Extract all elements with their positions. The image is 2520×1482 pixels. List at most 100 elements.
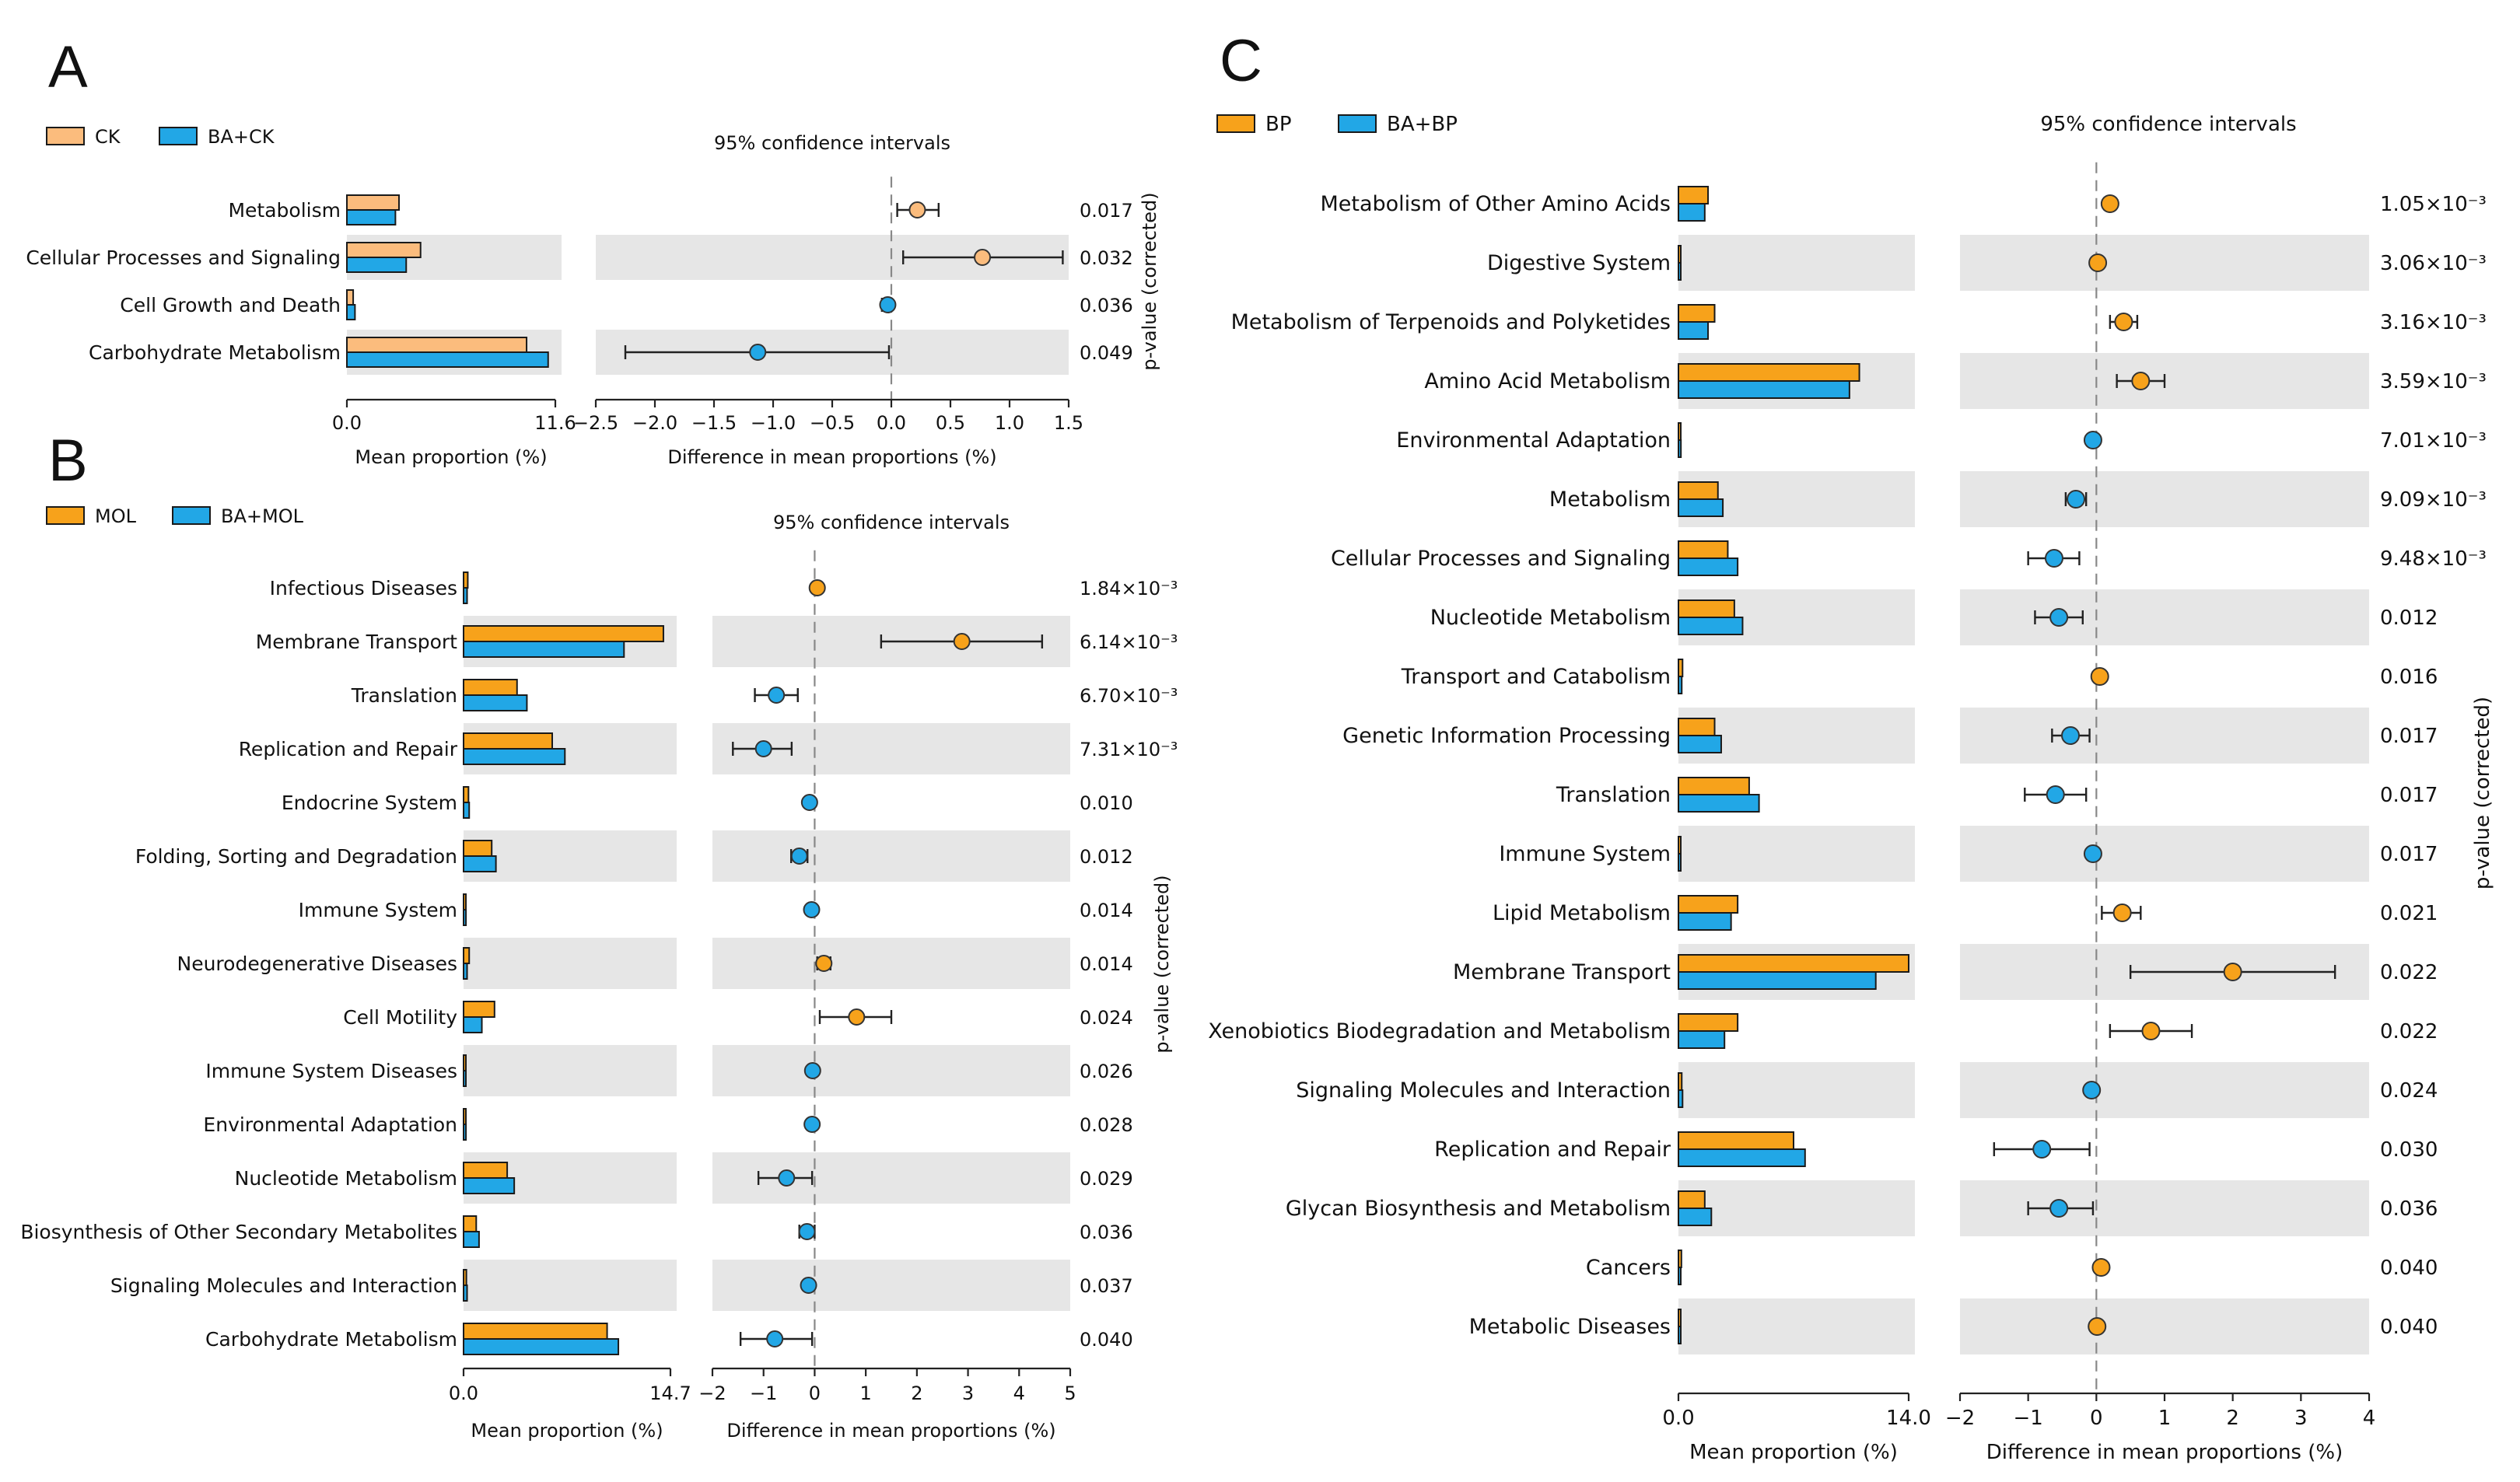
p-value: 0.017 (2380, 843, 2438, 866)
panel-letter: A (48, 34, 88, 100)
bar-mol (463, 1162, 509, 1179)
p-value: 0.032 (1080, 247, 1133, 269)
p-value: 0.040 (2380, 1316, 2438, 1339)
diff-point (2088, 1317, 2107, 1336)
diff-tick-label: −2 (698, 1382, 726, 1404)
diff-point (2114, 313, 2133, 331)
bar-bp (1678, 1250, 1682, 1268)
diff-tick-label: 1.5 (1054, 412, 1083, 434)
bar-ba-ck (346, 209, 397, 225)
category-label: Signaling Molecules and Interaction (1296, 1078, 1671, 1103)
p-value: 0.029 (1080, 1168, 1133, 1190)
category-label: Cell Motility (343, 1006, 457, 1029)
bar-ba-bp (1678, 262, 1682, 281)
ci-title: 95% confidence intervals (714, 132, 950, 154)
bar-mol (463, 732, 553, 750)
legend-label: BP (1265, 113, 1292, 136)
bar-ba-bp (1678, 1148, 1806, 1167)
diff-tick-label: 3 (962, 1382, 974, 1404)
ci-title: 95% confidence intervals (2040, 113, 2296, 136)
diff-point (974, 249, 992, 266)
row-band (1960, 589, 2369, 645)
diff-axis-label: Difference in mean proportions (%) (667, 446, 996, 468)
row-band (1960, 471, 2369, 527)
row-band (712, 1045, 1070, 1096)
legend-swatch (159, 127, 198, 145)
diff-tick-label: 1 (2158, 1407, 2172, 1430)
diff-point (2044, 549, 2063, 568)
bar-ba-bp (1678, 380, 1850, 399)
bar-bp (1678, 245, 1682, 264)
row-band (1678, 826, 1915, 882)
diff-point (768, 687, 786, 704)
bar-ba-mol (463, 1338, 620, 1355)
category-label: Carbohydrate Metabolism (205, 1328, 457, 1351)
bar-mol (463, 786, 470, 803)
bar-bp (1678, 1013, 1739, 1032)
bar-bp (1678, 1072, 1683, 1091)
category-label: Biosynthesis of Other Secondary Metaboli… (20, 1221, 457, 1243)
bar-mol (463, 625, 664, 642)
row-band (1960, 1298, 2369, 1354)
bar-ba-bp (1678, 912, 1732, 931)
bar-mol (463, 1323, 608, 1340)
bar-bp (1678, 481, 1719, 500)
bar-bp (1678, 363, 1860, 382)
diff-point (2082, 1081, 2102, 1099)
p-value: 0.014 (1080, 900, 1133, 921)
bar-bp (1678, 659, 1684, 677)
diff-tick-label: 2 (911, 1382, 922, 1404)
bar-ba-bp (1678, 321, 1710, 340)
row-band (464, 938, 677, 989)
legend-label: BA+CK (208, 126, 275, 148)
diff-tick-label: −2.0 (632, 412, 677, 434)
diff-point (2049, 1199, 2069, 1218)
category-label: Digestive System (1487, 251, 1671, 275)
row-band (464, 830, 677, 882)
diff-point (803, 901, 821, 918)
legend-swatch (172, 506, 211, 525)
bar-ba-mol (463, 694, 528, 711)
p-value: 0.016 (2380, 666, 2438, 689)
p-value: 0.040 (1080, 1329, 1133, 1351)
category-label: Metabolism (228, 199, 341, 222)
row-band (464, 1045, 677, 1096)
diff-point (2049, 608, 2069, 627)
diff-tick-label: −1 (750, 1382, 777, 1404)
legend-label: BA+BP (1387, 113, 1458, 136)
category-label: Genetic Information Processing (1342, 724, 1671, 748)
row-band (712, 1260, 1070, 1311)
category-label: Nucleotide Metabolism (235, 1167, 457, 1190)
category-label: Membrane Transport (1453, 960, 1671, 984)
bar-ck (346, 337, 528, 353)
p-value: 0.017 (2380, 784, 2438, 807)
row-band (1960, 708, 2369, 764)
bar-ba-bp (1678, 794, 1760, 813)
ci-title: 95% confidence intervals (773, 512, 1010, 533)
bar-bp (1678, 1190, 1706, 1209)
diff-tick-label: −1.5 (691, 412, 737, 434)
p-value: 0.026 (1080, 1061, 1133, 1082)
category-label: Immune System (1499, 842, 1671, 866)
p-value: 0.021 (2380, 902, 2438, 925)
row-band (1960, 235, 2369, 291)
category-label: Neurodegenerative Diseases (177, 952, 458, 975)
p-value: 0.017 (2380, 725, 2438, 748)
bar-ck (346, 194, 400, 211)
category-label: Carbohydrate Metabolism (89, 341, 341, 364)
panel-a: A CK BA+CK 95% confidence intervals Metaboli… (26, 34, 1160, 468)
bar-ck (346, 289, 355, 306)
diff-tick-label: 2 (2226, 1407, 2239, 1430)
p-value: 3.59×10⁻³ (2380, 370, 2487, 393)
bar-ba-bp (1678, 971, 1877, 990)
bar-ba-mol (463, 748, 566, 765)
bar-mol (463, 947, 471, 964)
diff-point (800, 1277, 817, 1294)
category-label: Immune System Diseases (205, 1060, 457, 1082)
diff-point (749, 344, 767, 361)
bar-bp (1678, 599, 1735, 618)
diff-tick-label: −1.0 (751, 412, 796, 434)
bar-ba-bp (1678, 203, 1706, 222)
p-value: 0.022 (2380, 1020, 2438, 1043)
